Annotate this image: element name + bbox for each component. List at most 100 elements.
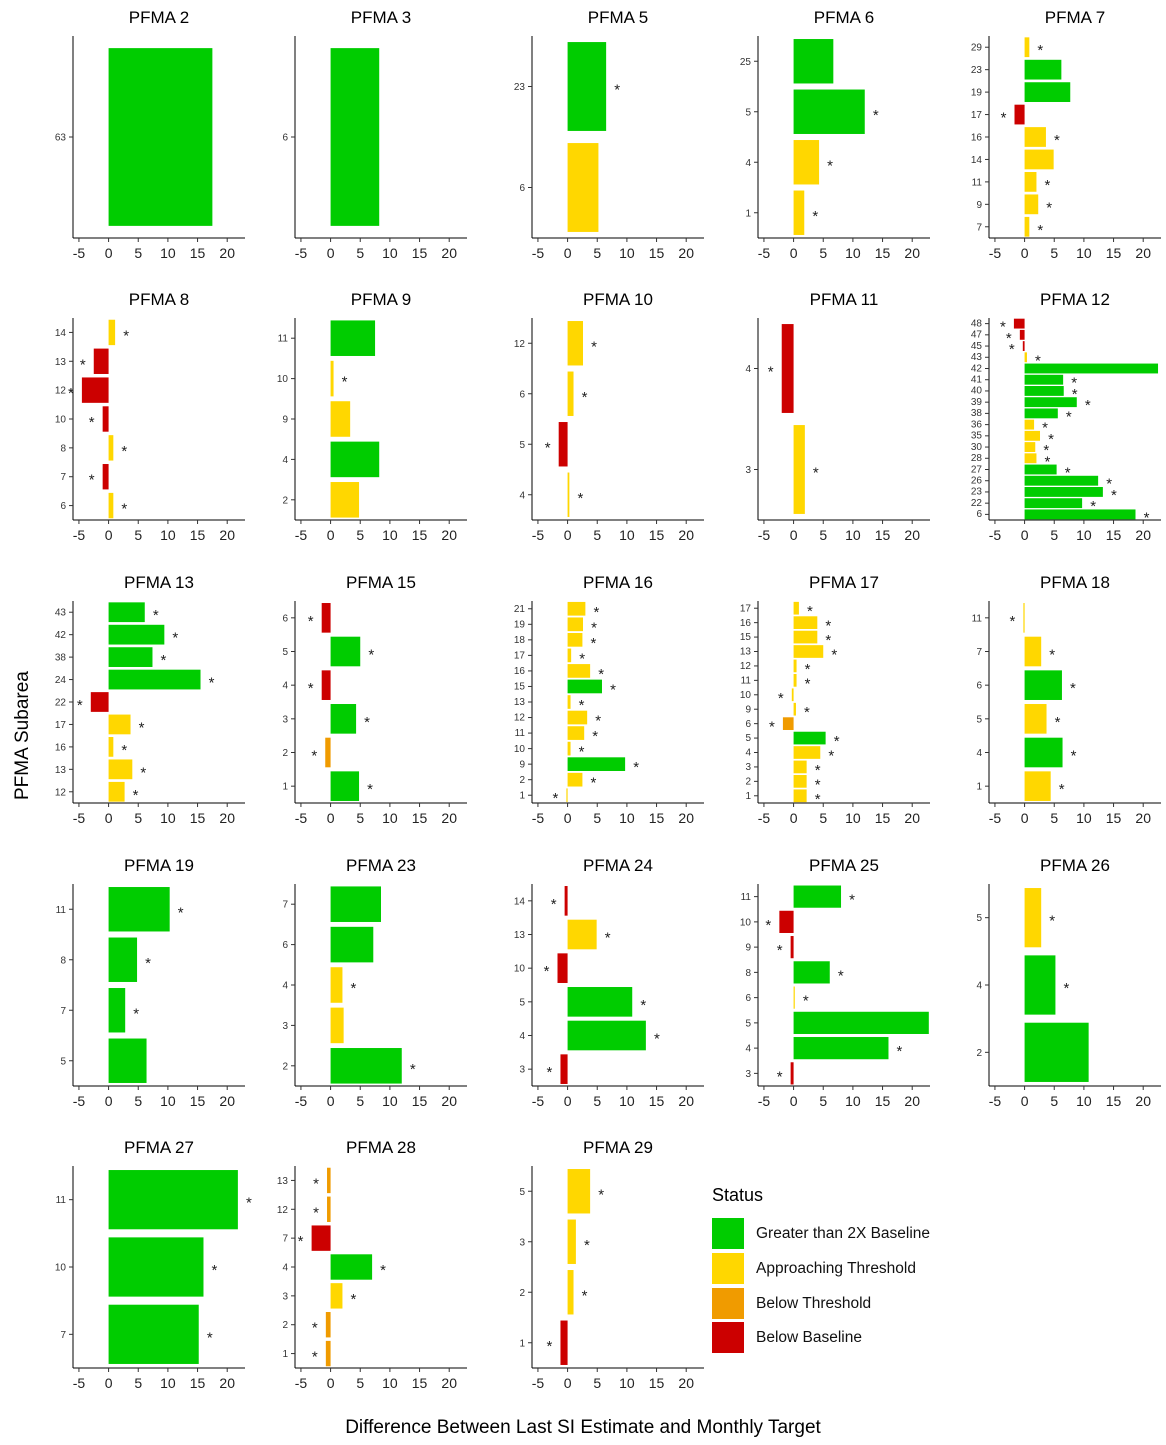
bar (793, 89, 865, 134)
x-tick-label: 5 (1050, 1093, 1058, 1109)
bar (1024, 386, 1064, 396)
significance-star: * (133, 787, 139, 804)
y-tick-label: 12 (277, 1205, 289, 1216)
bar (567, 143, 599, 232)
bar (1024, 216, 1030, 237)
significance-star: * (1049, 913, 1055, 930)
bar (793, 760, 807, 774)
significance-star: * (547, 1064, 553, 1081)
bar (108, 669, 201, 690)
y-tick-label: 9 (745, 943, 751, 954)
y-tick-label: 22 (55, 698, 67, 709)
bar (567, 741, 571, 756)
significance-star: * (367, 781, 373, 798)
panel-title: PFMA 29 (583, 1138, 653, 1157)
y-tick-label: 11 (56, 1195, 67, 1206)
y-tick-label: 8 (60, 955, 66, 966)
panel-pfma-15: PFMA 15-5 0 5 10 15 201 *2 *3 *4 *5 *6 * (282, 573, 467, 826)
y-tick-label: 4 (976, 748, 982, 759)
y-tick-label: 4 (745, 364, 751, 375)
y-tick-label: 17 (514, 651, 526, 662)
y-tick-label: 3 (519, 1065, 525, 1076)
bar (793, 39, 834, 84)
y-tick-label: 2 (282, 1061, 288, 1072)
y-tick-label: 40 (971, 386, 983, 397)
bar (330, 320, 376, 356)
y-tick-label: 3 (745, 1069, 751, 1080)
y-tick-label: 10 (514, 744, 526, 755)
legend-label: Below Threshold (756, 1295, 872, 1312)
y-tick-label: 7 (60, 472, 66, 483)
bar (325, 1340, 331, 1367)
x-tick-label: 10 (382, 1093, 398, 1109)
x-tick-label: 5 (134, 245, 142, 261)
y-tick-label: 5 (976, 913, 982, 924)
panel-title: PFMA 2 (129, 8, 189, 27)
y-tick-label: 3 (745, 762, 751, 773)
x-tick-label: 20 (904, 527, 920, 543)
significance-star: * (595, 713, 601, 730)
bar (567, 710, 588, 725)
significance-star: * (579, 744, 585, 761)
significance-star: * (633, 759, 639, 776)
y-axis-label: PFMA Subarea (12, 671, 33, 800)
y-tick-label: 19 (514, 619, 526, 630)
y-tick-label: 43 (55, 608, 67, 619)
bar (781, 324, 794, 413)
significance-star: * (313, 1175, 319, 1192)
x-tick-label: 15 (875, 1093, 891, 1109)
bar (782, 717, 794, 730)
x-tick-label: 20 (904, 1093, 920, 1109)
significance-star: * (364, 714, 370, 731)
bar (567, 1270, 574, 1315)
significance-star: * (1054, 132, 1060, 149)
x-tick-label: -5 (758, 1093, 771, 1109)
x-tick-label: 5 (593, 1093, 601, 1109)
y-tick-label: 1 (745, 208, 751, 219)
bar (90, 692, 109, 712)
x-tick-label: -5 (758, 245, 771, 261)
y-tick-label: 11 (741, 892, 752, 903)
significance-star: * (123, 327, 129, 344)
significance-star: * (593, 604, 599, 621)
x-tick-label: 10 (845, 245, 861, 261)
y-tick-label: 11 (972, 613, 983, 624)
bar (567, 472, 570, 517)
bar (1023, 603, 1025, 633)
x-tick-label: 15 (190, 527, 206, 543)
x-tick-label: 5 (356, 245, 364, 261)
y-tick-label: 4 (745, 748, 751, 759)
x-tick-label: 20 (219, 810, 235, 826)
x-tick-label: 15 (1106, 810, 1122, 826)
y-tick-label: 10 (740, 917, 752, 928)
x-tick-label: 20 (441, 527, 457, 543)
x-tick-label: 10 (160, 810, 176, 826)
significance-star: * (590, 635, 596, 652)
x-tick-label: 15 (649, 1375, 665, 1391)
bar (330, 636, 361, 667)
bar (108, 988, 126, 1033)
bar (793, 961, 830, 984)
y-tick-label: 2 (519, 775, 525, 786)
y-tick-label: 6 (60, 501, 66, 512)
y-tick-label: 7 (282, 900, 288, 911)
significance-star: * (1037, 222, 1043, 239)
significance-star: * (313, 1204, 319, 1221)
bar (567, 695, 571, 709)
significance-star: * (1059, 781, 1065, 798)
x-tick-label: 0 (105, 1093, 113, 1109)
panel-title: PFMA 11 (810, 290, 879, 309)
significance-star: * (1055, 714, 1061, 731)
bar (1024, 82, 1071, 102)
x-tick-label: 10 (1076, 527, 1092, 543)
y-tick-label: 23 (971, 487, 983, 498)
y-tick-label: 23 (971, 65, 983, 76)
significance-star: * (1072, 386, 1078, 403)
x-tick-label: 5 (356, 527, 364, 543)
y-tick-label: 6 (976, 681, 982, 692)
x-tick-label: 5 (1050, 527, 1058, 543)
y-tick-label: 10 (277, 374, 289, 385)
panel-pfma-11: PFMA 11 -5 0 5 10 15 20 3 * 4 * (745, 290, 930, 543)
x-tick-label: 15 (412, 245, 428, 261)
significance-star: * (342, 374, 348, 391)
